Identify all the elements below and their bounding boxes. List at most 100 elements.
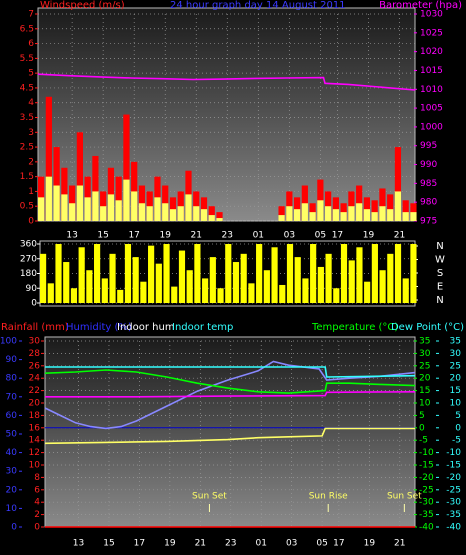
y-tick-label: 985 — [420, 179, 437, 189]
y-tick-label: 15 — [450, 386, 461, 396]
bar — [387, 194, 394, 221]
bar — [394, 147, 402, 221]
y-tick-label: 100 — [0, 337, 17, 347]
y-tick-label: 6.5 — [20, 24, 34, 34]
y-tick-label: 10 — [450, 399, 462, 409]
y-tick-label: 30 — [6, 467, 18, 477]
y-tick-label: 1 — [28, 187, 34, 197]
x-tick-label: 17 — [332, 231, 343, 241]
y-tick-label: 22 — [29, 386, 40, 396]
y-tick-label: -40 — [419, 523, 434, 533]
x-tick-label: 21 — [394, 539, 405, 549]
bar — [123, 114, 130, 221]
bar — [356, 203, 363, 221]
humidity-label: Humidity (%) — [66, 322, 132, 333]
bar — [132, 257, 139, 303]
x-tick-label: 17 — [134, 539, 145, 549]
bar — [38, 197, 45, 221]
bar — [402, 212, 409, 221]
bar — [171, 286, 178, 303]
y-tick-label: -5 — [452, 436, 461, 446]
y-tick-label: 30 — [450, 349, 462, 359]
y-tick-label: 28 — [29, 349, 41, 359]
bar — [332, 209, 339, 221]
annotation: Sun Set — [192, 492, 227, 502]
y-tick-label: 990 — [420, 160, 437, 170]
bar — [294, 257, 301, 303]
y-tick-label: 1020 — [420, 47, 443, 57]
bar — [155, 263, 162, 303]
bar — [309, 212, 316, 221]
bar — [248, 283, 255, 303]
y-tick-label: -30 — [419, 498, 434, 508]
bar — [402, 200, 409, 221]
y-tick-label: 20 — [6, 485, 18, 495]
y-tick-label: 0 — [11, 523, 17, 533]
y-tick-label: 10 — [6, 504, 18, 514]
y-tick-label: 5 — [455, 411, 461, 421]
bar — [379, 270, 386, 303]
bar — [178, 250, 186, 303]
bar — [154, 197, 161, 221]
bar — [356, 247, 363, 303]
bar — [340, 244, 348, 303]
bar — [278, 206, 285, 221]
bar — [123, 179, 130, 221]
bar — [92, 155, 99, 221]
y-tick-label: 0 — [28, 217, 34, 227]
bar — [47, 283, 54, 303]
bar — [76, 185, 83, 221]
y-tick-label: -10 — [446, 448, 461, 458]
x-tick-label: 05 — [316, 539, 327, 549]
bar — [69, 203, 76, 221]
y-tick-label: 30 — [29, 337, 41, 347]
bar — [325, 253, 332, 303]
bar — [363, 209, 371, 221]
y-tick-label: -15 — [419, 461, 434, 471]
bar — [293, 197, 301, 221]
bar — [225, 244, 232, 303]
line — [37, 73, 416, 91]
barometer-label: Barometer (hpa) — [379, 0, 462, 11]
bar — [202, 278, 209, 303]
bar — [217, 288, 224, 303]
bar — [186, 270, 193, 303]
y-tick-label: 6 — [34, 485, 40, 495]
bar — [340, 212, 347, 221]
bar — [333, 288, 340, 303]
y-tick-label: 270 — [20, 254, 37, 264]
y-tick-label: 3.5 — [20, 113, 34, 123]
bar — [271, 247, 278, 303]
bar — [84, 197, 91, 221]
x-tick-label: 17 — [333, 539, 344, 549]
y-tick-label: E — [437, 282, 443, 293]
bar — [162, 203, 169, 221]
y-tick-label: -25 — [446, 485, 461, 495]
bar — [402, 278, 409, 303]
y-tick-label: 1015 — [420, 66, 443, 76]
y-tick-label: 995 — [420, 141, 437, 151]
y-tick-label: 7 — [28, 10, 34, 20]
x-tick-label: 17 — [128, 231, 139, 241]
bar — [92, 191, 99, 221]
x-tick-label: 23 — [225, 539, 236, 549]
bar — [348, 260, 355, 303]
line — [45, 391, 416, 398]
y-tick-label: 26 — [29, 361, 41, 371]
bar — [379, 188, 386, 221]
y-tick-label: N — [436, 295, 443, 306]
y-tick-label: 2 — [34, 510, 40, 520]
y-tick-label: 4 — [28, 98, 34, 108]
bar — [325, 206, 332, 221]
bar — [371, 244, 378, 303]
y-tick-label: 80 — [6, 374, 18, 384]
y-tick-label: 10 — [29, 461, 41, 471]
y-tick-label: 1005 — [420, 104, 443, 114]
bar — [317, 200, 324, 221]
y-tick-label: 1.5 — [20, 172, 34, 182]
bar — [55, 244, 62, 303]
temperature-label: Temperature (°C) — [311, 322, 398, 333]
bar — [115, 200, 122, 221]
